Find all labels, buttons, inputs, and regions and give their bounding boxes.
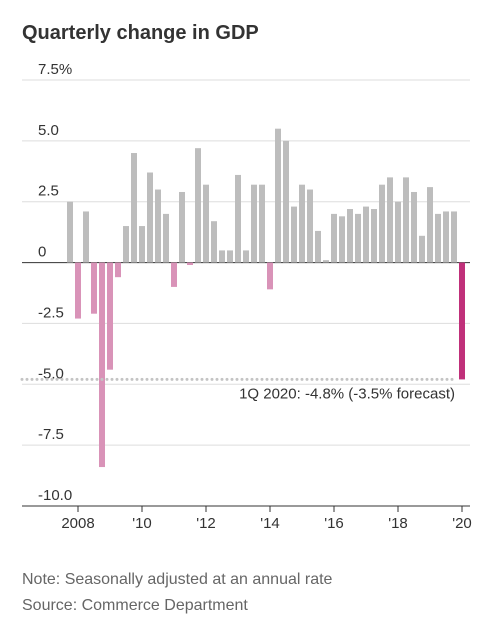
bar: [91, 262, 97, 314]
bar: [307, 189, 313, 263]
bar: [147, 172, 153, 263]
bar: [411, 191, 417, 263]
x-tick-label: '14: [260, 515, 280, 532]
note: Note: Seasonally adjusted at an annual r…: [22, 571, 333, 588]
bar: [243, 250, 249, 263]
bar: [251, 184, 257, 263]
source: Source: Commerce Department: [22, 597, 248, 614]
bar: [267, 262, 273, 290]
y-tick-label: -2.5: [38, 304, 64, 321]
bar: [139, 226, 145, 263]
bar: [179, 191, 185, 263]
bar: [355, 213, 361, 263]
bar: [195, 148, 201, 263]
bar: [259, 184, 265, 263]
bar: [339, 216, 345, 263]
bar: [131, 153, 137, 263]
bar: [443, 211, 449, 263]
bar: [155, 189, 161, 263]
y-tick-label: 0: [38, 244, 46, 261]
bar: [75, 262, 81, 319]
bar: [67, 201, 73, 263]
bar: [451, 211, 457, 263]
y-tick-label: 2.5: [38, 183, 59, 200]
bar: [331, 213, 337, 263]
y-tick-label: -7.5: [38, 426, 64, 443]
bar: [379, 184, 385, 263]
bar: [83, 211, 89, 263]
y-tick-label: -10.0: [38, 487, 72, 504]
x-tick-label: '18: [388, 515, 408, 532]
x-tick-label: 2008: [61, 515, 94, 532]
bar: [235, 174, 241, 263]
bar: [107, 262, 113, 370]
y-tick-label: 5.0: [38, 122, 59, 139]
y-tick-label: 7.5%: [38, 61, 72, 78]
bar: [387, 177, 393, 263]
bar: [275, 128, 281, 263]
bar: [203, 184, 209, 263]
x-tick-label: '12: [196, 515, 216, 532]
bar: [187, 262, 193, 266]
bar: [291, 206, 297, 263]
bar: [171, 262, 177, 287]
bar: [299, 184, 305, 263]
bar: [227, 250, 233, 263]
bar: [363, 206, 369, 263]
bar: [395, 201, 401, 263]
bar: [115, 262, 121, 278]
annotation: 1Q 2020: -4.8% (-3.5% forecast): [239, 385, 455, 402]
bar: [211, 221, 217, 263]
bar: [371, 209, 377, 263]
bar: [459, 262, 465, 380]
x-tick-label: '10: [132, 515, 152, 532]
bar: [219, 250, 225, 263]
bar: [315, 230, 321, 263]
bar: [99, 262, 105, 468]
bar: [347, 209, 353, 263]
bar: [323, 260, 329, 263]
chart-title: Quarterly change in GDP: [22, 22, 259, 44]
x-tick-label: '16: [324, 515, 344, 532]
bar: [403, 177, 409, 263]
bar: [427, 187, 433, 263]
bar: [283, 140, 289, 263]
bar: [435, 213, 441, 263]
bar: [123, 226, 129, 263]
x-tick-label: '20: [452, 515, 472, 532]
bar: [163, 213, 169, 263]
bar: [419, 235, 425, 263]
